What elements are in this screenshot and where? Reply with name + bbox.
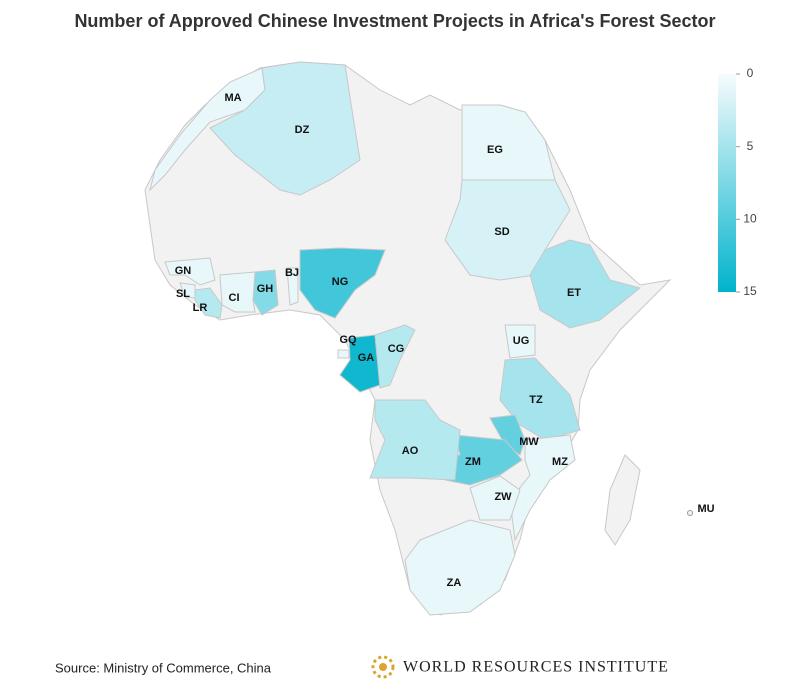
country	[286, 267, 299, 306]
country	[209, 61, 361, 196]
country-label: SD	[494, 226, 509, 238]
country-label: BJ	[285, 267, 299, 279]
country-label: NG	[332, 276, 349, 288]
country	[369, 399, 461, 481]
country-label: ZW	[494, 491, 512, 503]
country-label: CG	[388, 343, 405, 355]
country	[149, 67, 266, 192]
country-label: SL	[176, 288, 190, 300]
country	[404, 519, 516, 616]
country	[299, 247, 386, 319]
country-label: EG	[487, 144, 503, 156]
country-label: MA	[224, 92, 241, 104]
country-label: LR	[193, 302, 208, 314]
country	[461, 104, 556, 181]
country-label: MZ	[552, 456, 568, 468]
country	[499, 357, 581, 441]
country-label: ZM	[465, 456, 481, 468]
country-label: ET	[567, 287, 581, 299]
country-label: GN	[175, 265, 192, 277]
legend-tick-label: 5	[747, 139, 754, 153]
legend: 0 5 10 15	[736, 66, 757, 298]
madagascar	[604, 454, 641, 546]
logo-text: WORLD RESOURCES INSTITUTE	[403, 659, 669, 676]
country-label: TZ	[529, 394, 543, 406]
country	[164, 257, 216, 286]
country-label: MU	[697, 503, 714, 515]
regions	[149, 61, 693, 616]
country-label: GA	[358, 352, 375, 364]
logo-icon	[371, 655, 395, 679]
country	[509, 434, 576, 542]
country-label: GQ	[339, 334, 357, 346]
legend-tick-label: 15	[743, 284, 757, 298]
country	[374, 324, 416, 389]
country-label: GH	[257, 283, 274, 295]
country-label: MW	[519, 436, 539, 448]
legend-tick-label: 0	[747, 66, 754, 80]
country-label: UG	[513, 335, 530, 347]
country	[529, 239, 642, 329]
legend-tick-label: 10	[743, 212, 757, 226]
country	[504, 324, 536, 359]
country-label: ZA	[447, 577, 462, 589]
country-label: AO	[402, 445, 419, 457]
chart-title: Number of Approved Chinese Investment Pr…	[74, 11, 715, 31]
country-label: CI	[229, 292, 240, 304]
country	[687, 510, 693, 516]
country	[337, 349, 350, 359]
country	[469, 475, 521, 521]
color-bar	[718, 74, 736, 292]
country-label: DZ	[295, 124, 310, 136]
country	[444, 179, 571, 281]
source: Source: Ministry of Commerce, China	[55, 660, 272, 675]
country	[194, 287, 223, 319]
